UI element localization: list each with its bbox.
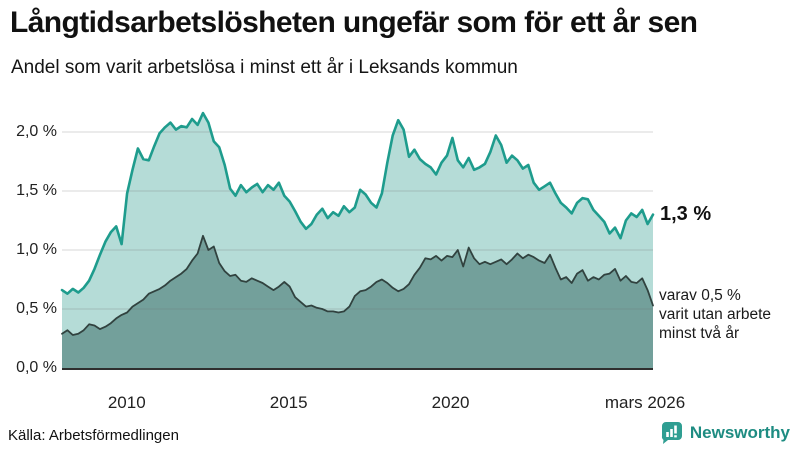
x-axis-tick-label: 2020: [431, 393, 470, 412]
y-axis-tick-label: 0,0 %: [16, 359, 57, 376]
x-axis-tick-label: 2015: [269, 393, 308, 412]
newsworthy-wordmark: Newsworthy: [689, 423, 790, 442]
x-axis-tick-label: mars 2026: [604, 393, 686, 412]
secondary-value-line: minst två år: [659, 325, 740, 342]
source-credit: Källa: Arbetsförmedlingen: [8, 427, 179, 444]
newsworthy-barchart-icon: [660, 421, 684, 445]
secondary-value-line: varav 0,5 %: [659, 287, 741, 304]
newsworthy-logo[interactable]: Newsworthy: [660, 421, 790, 445]
secondary-value-line: varit utan arbete: [659, 306, 772, 323]
chart-subtitle: Andel som varit arbetslösa i minst ett å…: [11, 57, 518, 78]
latest-value-label: 1,3 %: [660, 203, 712, 225]
y-axis-tick-label: 1,5 %: [16, 182, 57, 199]
x-axis-tick-label: 2010: [107, 393, 146, 412]
y-axis-tick-label: 0,5 %: [16, 300, 57, 317]
secondary-value-label: varav 0,5 % varit utan arbete minst två …: [659, 286, 771, 343]
y-axis-tick-label: 2,0 %: [16, 123, 57, 140]
page-title: Långtidsarbetslösheten ungefär som för e…: [10, 6, 698, 39]
y-axis-tick-label: 1,0 %: [16, 241, 57, 258]
